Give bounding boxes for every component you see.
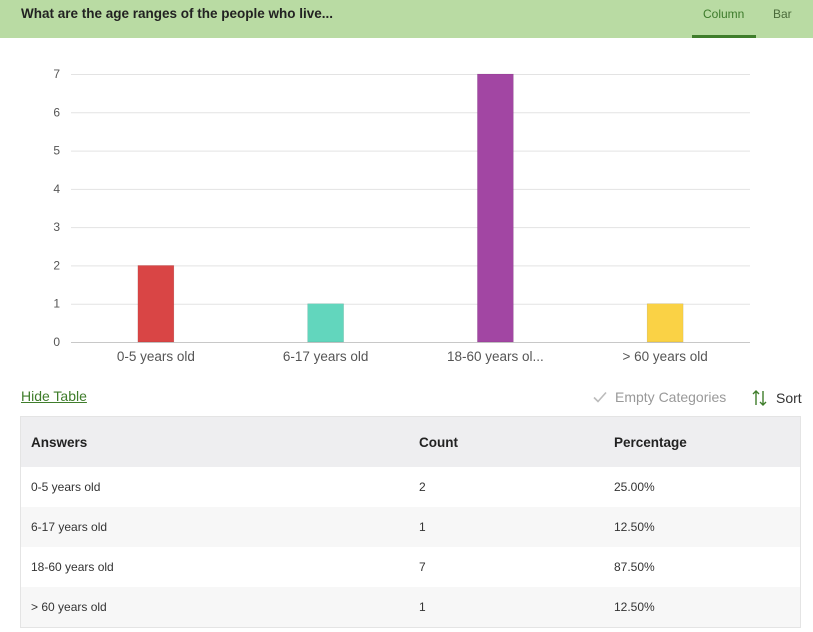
cell-percentage: 25.00% (614, 480, 655, 494)
y-tick-label: 7 (53, 67, 60, 81)
header-answers[interactable]: Answers (20, 416, 419, 467)
x-tick-label: > 60 years old (623, 349, 708, 364)
cell-percentage: 12.50% (614, 507, 801, 547)
y-tick-label: 4 (53, 182, 60, 196)
table-header-row: Answers Count Percentage (20, 416, 801, 467)
cell-answer: 18-60 years old (31, 560, 114, 574)
empty-categories-toggle[interactable]: Empty Categories (592, 389, 726, 405)
cell-count: 2 (419, 480, 426, 494)
sort-icon (752, 390, 767, 406)
x-tick-label: 18-60 years ol... (447, 349, 544, 364)
table-row: > 60 years old 1 12.50% (20, 587, 801, 628)
question-header: What are the age ranges of the people wh… (0, 0, 813, 38)
cell-answer: > 60 years old (20, 587, 419, 628)
header-percentage[interactable]: Percentage (614, 416, 801, 467)
bar (137, 265, 175, 343)
bar (646, 303, 684, 343)
y-tick-label: 5 (53, 144, 60, 158)
table-row: 18-60 years old 7 87.50% (21, 547, 801, 587)
empty-categories-label: Empty Categories (615, 389, 727, 405)
sort-button[interactable]: Sort (752, 389, 802, 407)
question-title: What are the age ranges of the people wh… (21, 6, 334, 21)
hide-table-link[interactable]: Hide Table (21, 388, 87, 404)
cell-percentage: 12.50% (614, 587, 801, 628)
column-chart: 0 1 2 3 4 5 6 7 0-5 years old 6-17 years old 18-60… (53, 67, 750, 364)
x-tick-label: 0-5 years old (117, 349, 195, 364)
y-tick-label: 6 (53, 105, 60, 119)
results-table: Answers Count Percentage 0-5 years old 2… (20, 416, 801, 628)
y-tick-label: 2 (53, 258, 60, 272)
tab-bar[interactable]: Bar (773, 7, 792, 21)
bar (307, 303, 344, 343)
y-tick-label: 1 (53, 297, 60, 311)
x-tick-label: 6-17 years old (283, 349, 369, 364)
tab-column[interactable]: Column (703, 7, 745, 21)
cell-count: 1 (419, 587, 614, 628)
bar (477, 73, 514, 343)
cell-count: 7 (419, 560, 426, 574)
table-row: 0-5 years old 2 25.00% (21, 467, 801, 507)
table-row: 6-17 years old 1 12.50% (20, 507, 801, 547)
header-count[interactable]: Count (419, 416, 614, 467)
y-tick-label: 0 (53, 335, 60, 349)
cell-answer: 0-5 years old (31, 480, 101, 494)
table-controls: Hide Table Empty Categories Sort (0, 380, 813, 414)
active-tab-indicator (692, 35, 756, 38)
checkmark-icon (593, 391, 607, 403)
cell-count: 1 (419, 507, 614, 547)
y-tick-label: 3 (53, 220, 60, 234)
cell-answer: 6-17 years old (20, 507, 419, 547)
sort-label: Sort (776, 390, 802, 406)
cell-percentage: 87.50% (614, 560, 655, 574)
